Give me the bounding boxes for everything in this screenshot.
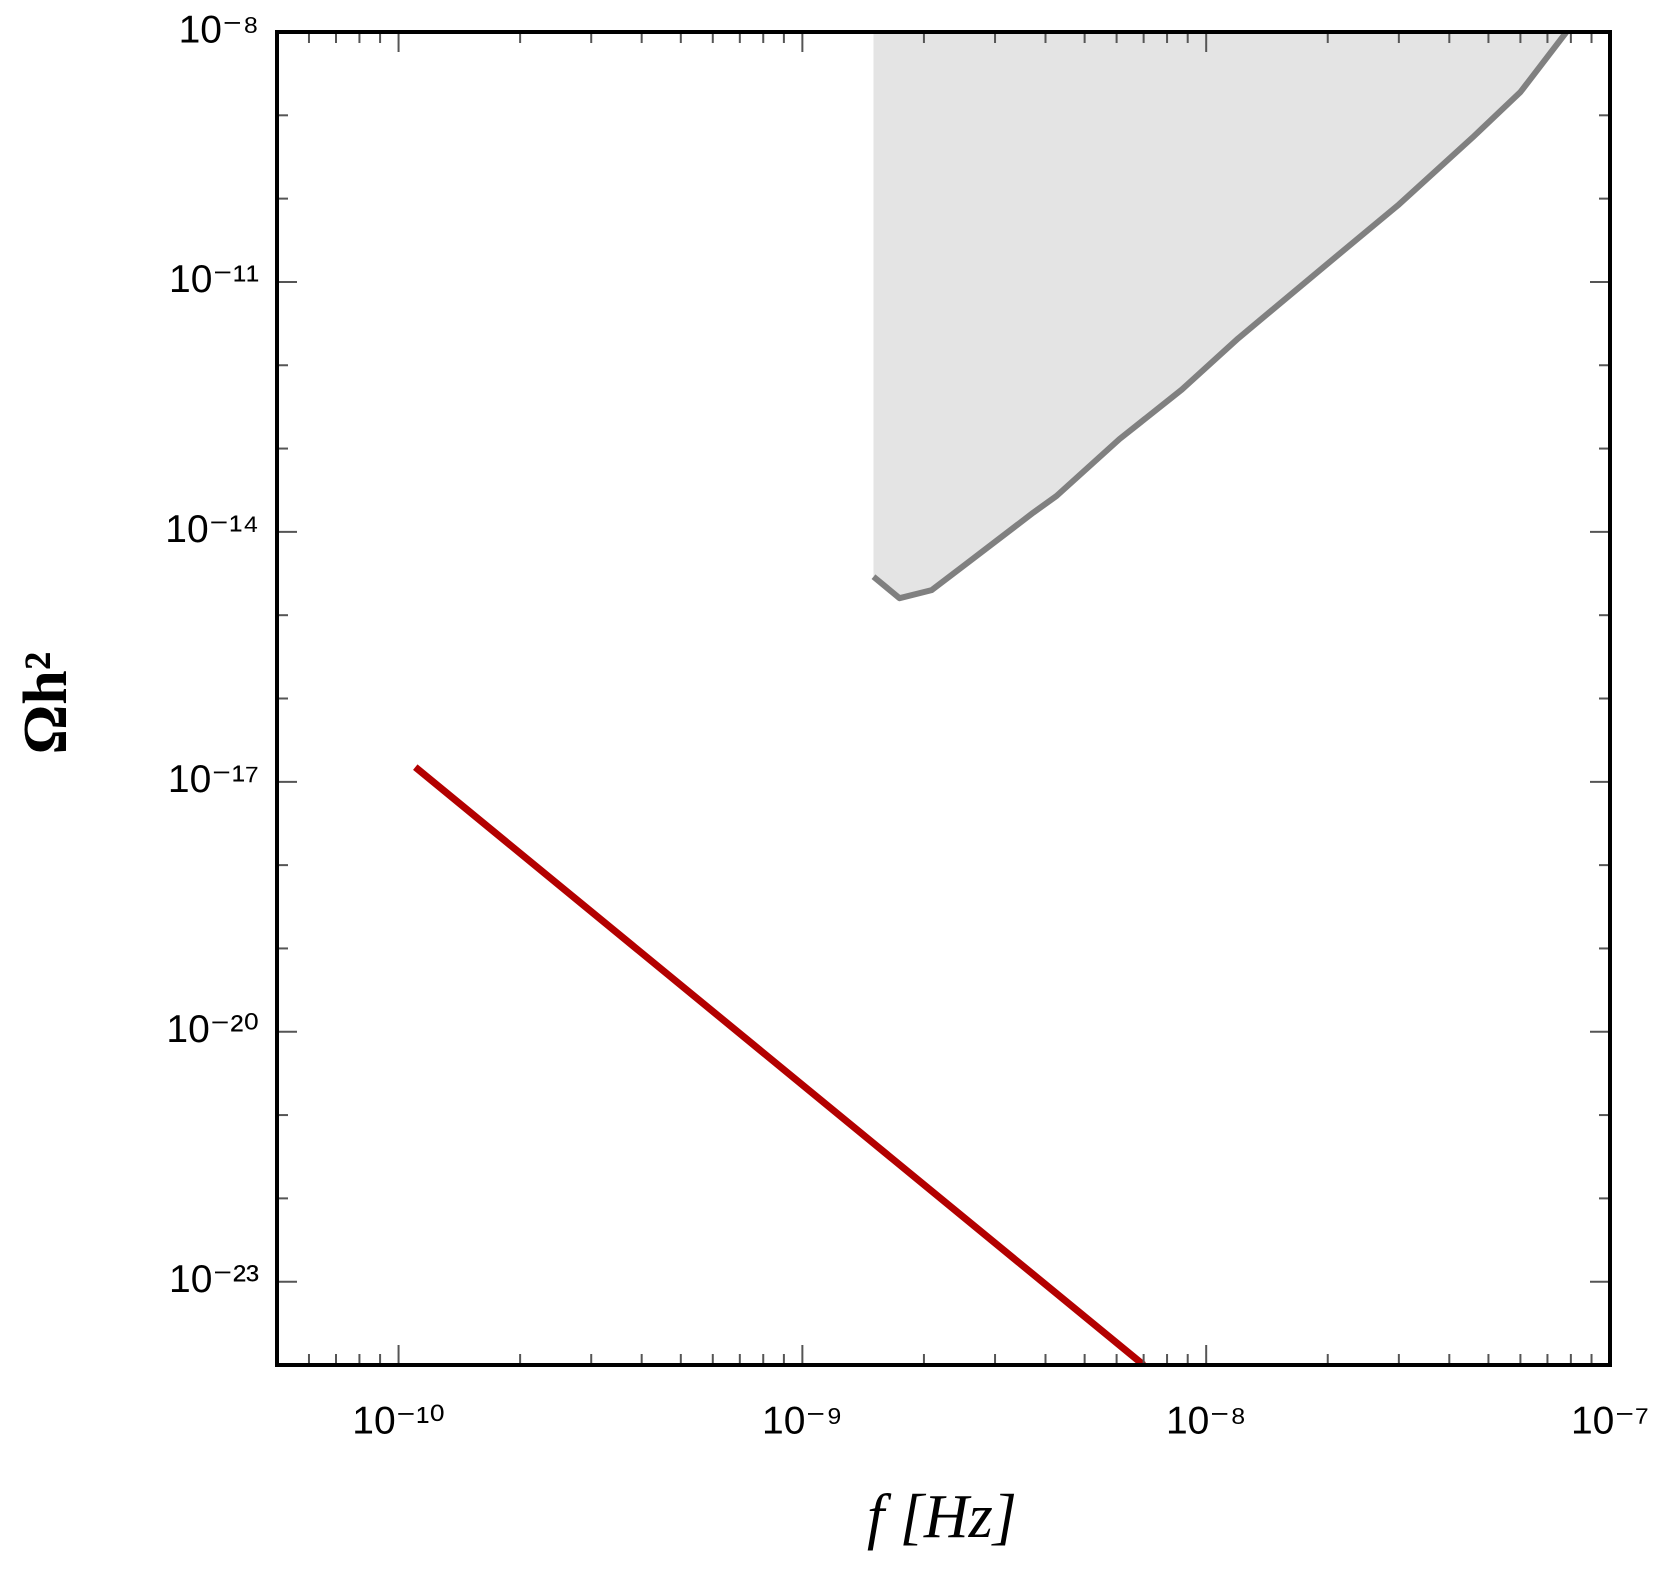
series-line xyxy=(413,764,1146,1365)
y-tick-label: 10⁻¹⁴ xyxy=(165,508,259,551)
plot-area xyxy=(413,32,1569,1365)
x-tick-label: 10⁻⁸ xyxy=(1166,1399,1246,1442)
y-tick-label: 10⁻²⁰ xyxy=(166,1008,259,1051)
y-tick-label: 10⁻⁸ xyxy=(179,8,259,51)
x-axis-title: f [Hz] xyxy=(867,1483,1017,1551)
y-tick-label: 10⁻²³ xyxy=(169,1258,259,1301)
y-tick-label: 10⁻¹¹ xyxy=(169,258,259,301)
excluded-region xyxy=(873,32,1567,599)
frame xyxy=(275,30,1612,1367)
x-tick-label: 10⁻⁹ xyxy=(762,1399,843,1442)
x-tick-label: 10⁻¹⁰ xyxy=(352,1399,445,1442)
series-line xyxy=(871,32,1569,602)
axes: 10⁻¹⁰ 10⁻⁹ 10⁻⁸ 10⁻⁷ 10⁻²³ 10⁻²⁰ 10⁻¹⁷ 10⁻¹⁴ 10⁻… xyxy=(165,8,1649,1442)
x-tick-label: 10⁻⁷ xyxy=(1571,1399,1649,1442)
y-axis-title: Ωh² xyxy=(12,652,80,755)
y-tick-label: 10⁻¹⁷ xyxy=(168,758,259,801)
